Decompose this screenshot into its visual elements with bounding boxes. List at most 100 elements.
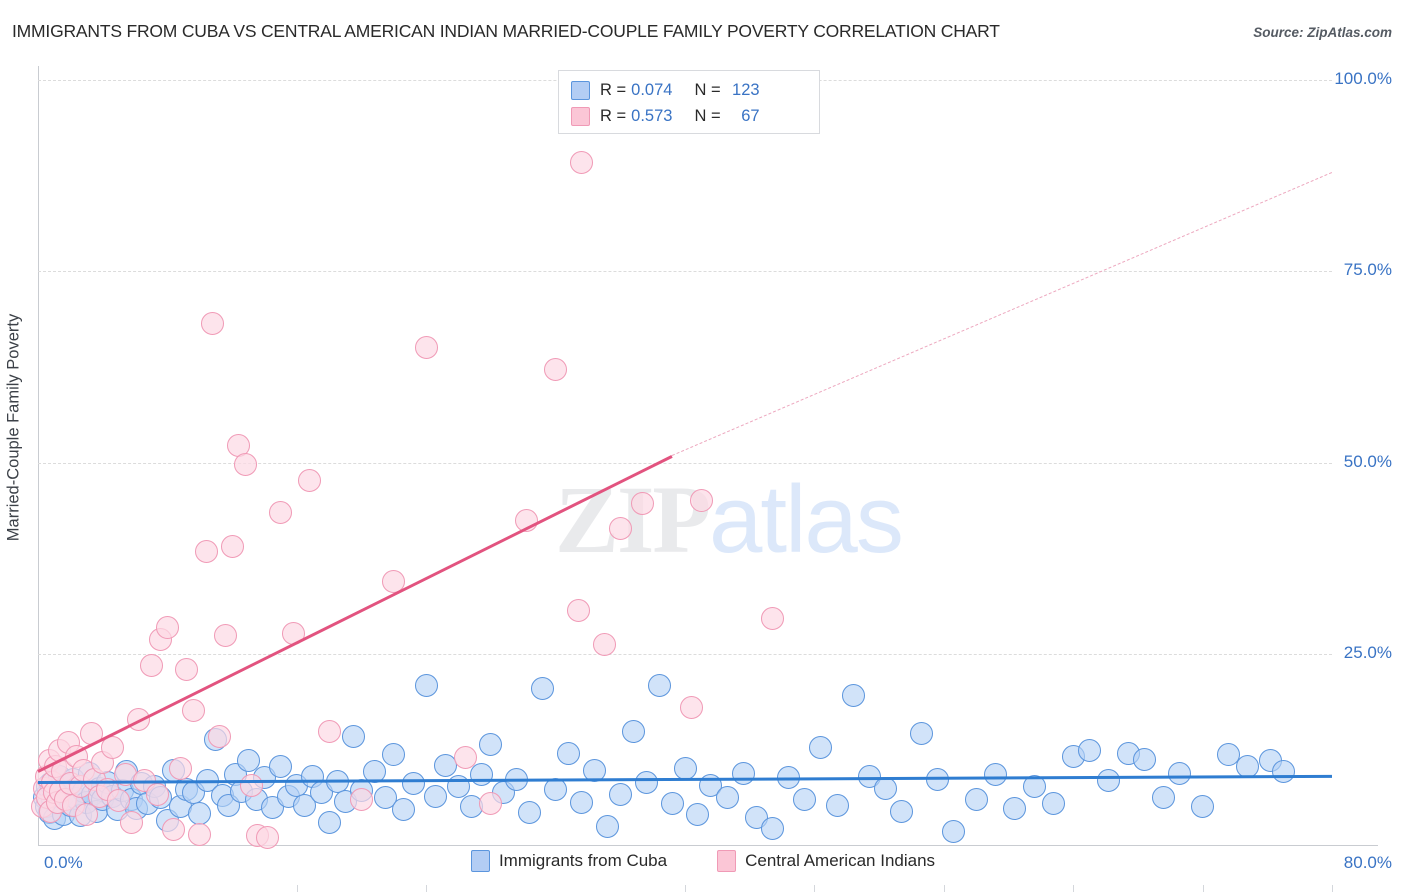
r-label-cuba: R =: [600, 80, 627, 99]
data-point: [1042, 792, 1066, 816]
data-point: [1022, 775, 1046, 799]
data-point: [686, 802, 710, 826]
x-tick-24: [426, 885, 428, 892]
y-tick-label-75: 75.0%: [1343, 260, 1392, 280]
data-point: [582, 758, 606, 782]
data-point: [566, 599, 590, 623]
watermark-zip: ZIP: [555, 466, 711, 573]
data-point: [382, 570, 406, 594]
stats-row-cuba: R = 0.074 N = 123: [571, 77, 809, 103]
legend-label-cuba: Immigrants from Cuba: [498, 851, 668, 870]
data-point: [298, 469, 322, 493]
x-tick-64: [1073, 885, 1075, 892]
data-point: [146, 783, 170, 806]
legend-swatch-cai-icon: [571, 106, 590, 126]
data-point: [890, 799, 914, 823]
data-point: [424, 784, 448, 808]
data-point: [505, 767, 529, 791]
y-tick-label-100: 100.0%: [1334, 69, 1392, 88]
data-point: [531, 677, 555, 701]
data-point: [107, 789, 131, 813]
data-point: [469, 763, 493, 787]
x-tick-72: [1202, 885, 1204, 892]
data-point: [350, 787, 373, 811]
data-point: [317, 810, 341, 834]
data-point: [168, 757, 192, 780]
x-tick-40: [685, 885, 686, 892]
data-point: [1003, 796, 1027, 820]
data-point: [139, 654, 163, 678]
legend-label-cai: Central American Indians: [745, 851, 936, 870]
y-axis-line: [38, 66, 39, 845]
data-point: [126, 708, 150, 732]
y-axis-title: Married-Couple Family Poverty: [4, 313, 23, 542]
plot-area: ZIPatlas: [31, 66, 1333, 892]
data-point: [282, 622, 306, 646]
data-point: [544, 778, 568, 802]
data-point: [256, 825, 280, 849]
zipatlas-watermark: ZIPatlas: [555, 464, 904, 575]
x-axis-line: [38, 845, 1378, 846]
data-point: [214, 623, 238, 647]
data-point: [715, 786, 739, 810]
x-tick-16: [296, 885, 298, 892]
data-point: [188, 822, 212, 846]
gridline-75: [38, 271, 1332, 273]
data-point: [175, 657, 199, 681]
data-point: [317, 720, 341, 744]
data-point: [569, 790, 593, 814]
x-axis-max-label: 80.0%: [1343, 853, 1392, 872]
trendline-cai-projection: [671, 171, 1333, 456]
data-point: [374, 786, 398, 810]
legend-marker-cai-icon: [717, 850, 737, 872]
data-point: [608, 783, 632, 806]
data-point: [362, 760, 386, 784]
data-point: [236, 749, 260, 773]
data-point: [1132, 747, 1156, 771]
r-label-cai: R =: [600, 106, 627, 125]
data-point: [220, 535, 244, 559]
page-title: IMMIGRANTS FROM CUBA VS CENTRAL AMERICAN…: [12, 21, 1000, 41]
data-point: [240, 773, 263, 797]
data-point: [1271, 760, 1295, 784]
correlation-stats-legend: R = 0.074 N = 123 R = 0.573 N = 67: [558, 70, 820, 134]
y-tick-label-50: 50.0%: [1343, 451, 1392, 471]
data-point: [392, 798, 416, 822]
stats-row-cai: R = 0.573 N = 67: [571, 103, 809, 129]
legend-item-cai[interactable]: Central American Indians: [717, 850, 935, 872]
data-point: [79, 721, 103, 745]
data-point: [293, 793, 317, 817]
data-point: [233, 452, 257, 476]
series-legend: Immigrants from Cuba Central American In…: [0, 850, 1406, 872]
data-point: [514, 509, 538, 533]
data-point: [479, 792, 503, 816]
watermark-atlas: atlas: [709, 466, 904, 573]
x-axis-min-label: 0.0%: [44, 853, 83, 872]
data-point: [201, 311, 225, 335]
data-point: [793, 787, 817, 811]
gridline-25: [38, 653, 1332, 655]
data-point: [155, 616, 179, 640]
data-point: [689, 489, 713, 513]
data-point: [760, 607, 784, 631]
data-point: [181, 698, 205, 722]
n-value-cai: 67: [741, 106, 760, 125]
gridline-50: [38, 462, 1332, 464]
data-point: [942, 819, 965, 843]
data-point: [100, 735, 124, 759]
data-point: [592, 633, 616, 657]
data-point: [679, 695, 703, 719]
data-point: [341, 724, 365, 748]
data-point: [964, 787, 988, 811]
data-point: [731, 761, 755, 785]
data-point: [269, 501, 293, 525]
data-point: [984, 763, 1008, 787]
n-value-cuba: 123: [732, 80, 760, 99]
data-point: [162, 818, 186, 842]
legend-item-cuba[interactable]: Immigrants from Cuba: [470, 850, 668, 872]
data-point: [269, 755, 293, 779]
source-label: Source: ZipAtlas.com: [1253, 25, 1392, 40]
data-point: [207, 724, 231, 748]
data-point: [673, 757, 697, 780]
data-point: [608, 516, 632, 540]
